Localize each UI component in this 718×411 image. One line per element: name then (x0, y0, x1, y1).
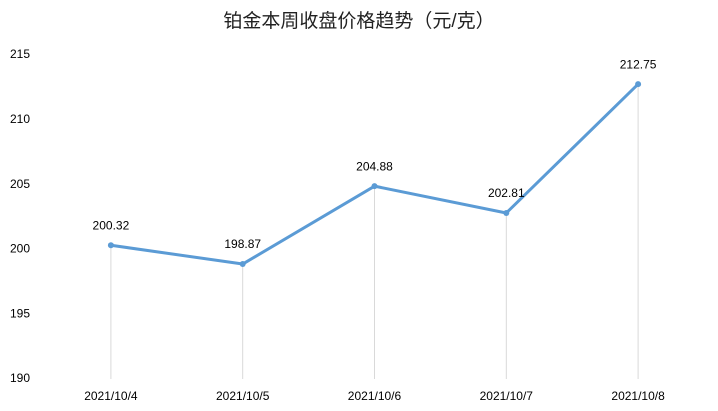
data-label: 198.87 (224, 237, 261, 251)
y-tick-label: 205 (10, 177, 30, 191)
point (239, 261, 246, 268)
y-tick-label: 210 (10, 112, 30, 126)
x-tick-label: 2021/10/8 (611, 389, 665, 403)
point (503, 209, 510, 216)
y-tick-label: 190 (10, 371, 30, 385)
x-tick-label: 2021/10/4 (84, 389, 138, 403)
data-label: 212.75 (620, 57, 657, 71)
data-label: 200.32 (93, 218, 130, 232)
x-tick-label: 2021/10/7 (480, 389, 534, 403)
y-tick-label: 215 (10, 47, 30, 61)
point (107, 242, 114, 249)
point (635, 81, 642, 88)
data-label: 202.81 (488, 186, 525, 200)
y-tick-label: 200 (10, 242, 30, 256)
data-label: 204.88 (356, 159, 393, 173)
y-tick-label: 195 (10, 306, 30, 320)
x-tick-label: 2021/10/6 (348, 389, 402, 403)
point (371, 183, 378, 190)
chart-title: 铂金本周收盘价格趋势（元/克） (223, 10, 494, 32)
x-tick-label: 2021/10/5 (216, 389, 270, 403)
